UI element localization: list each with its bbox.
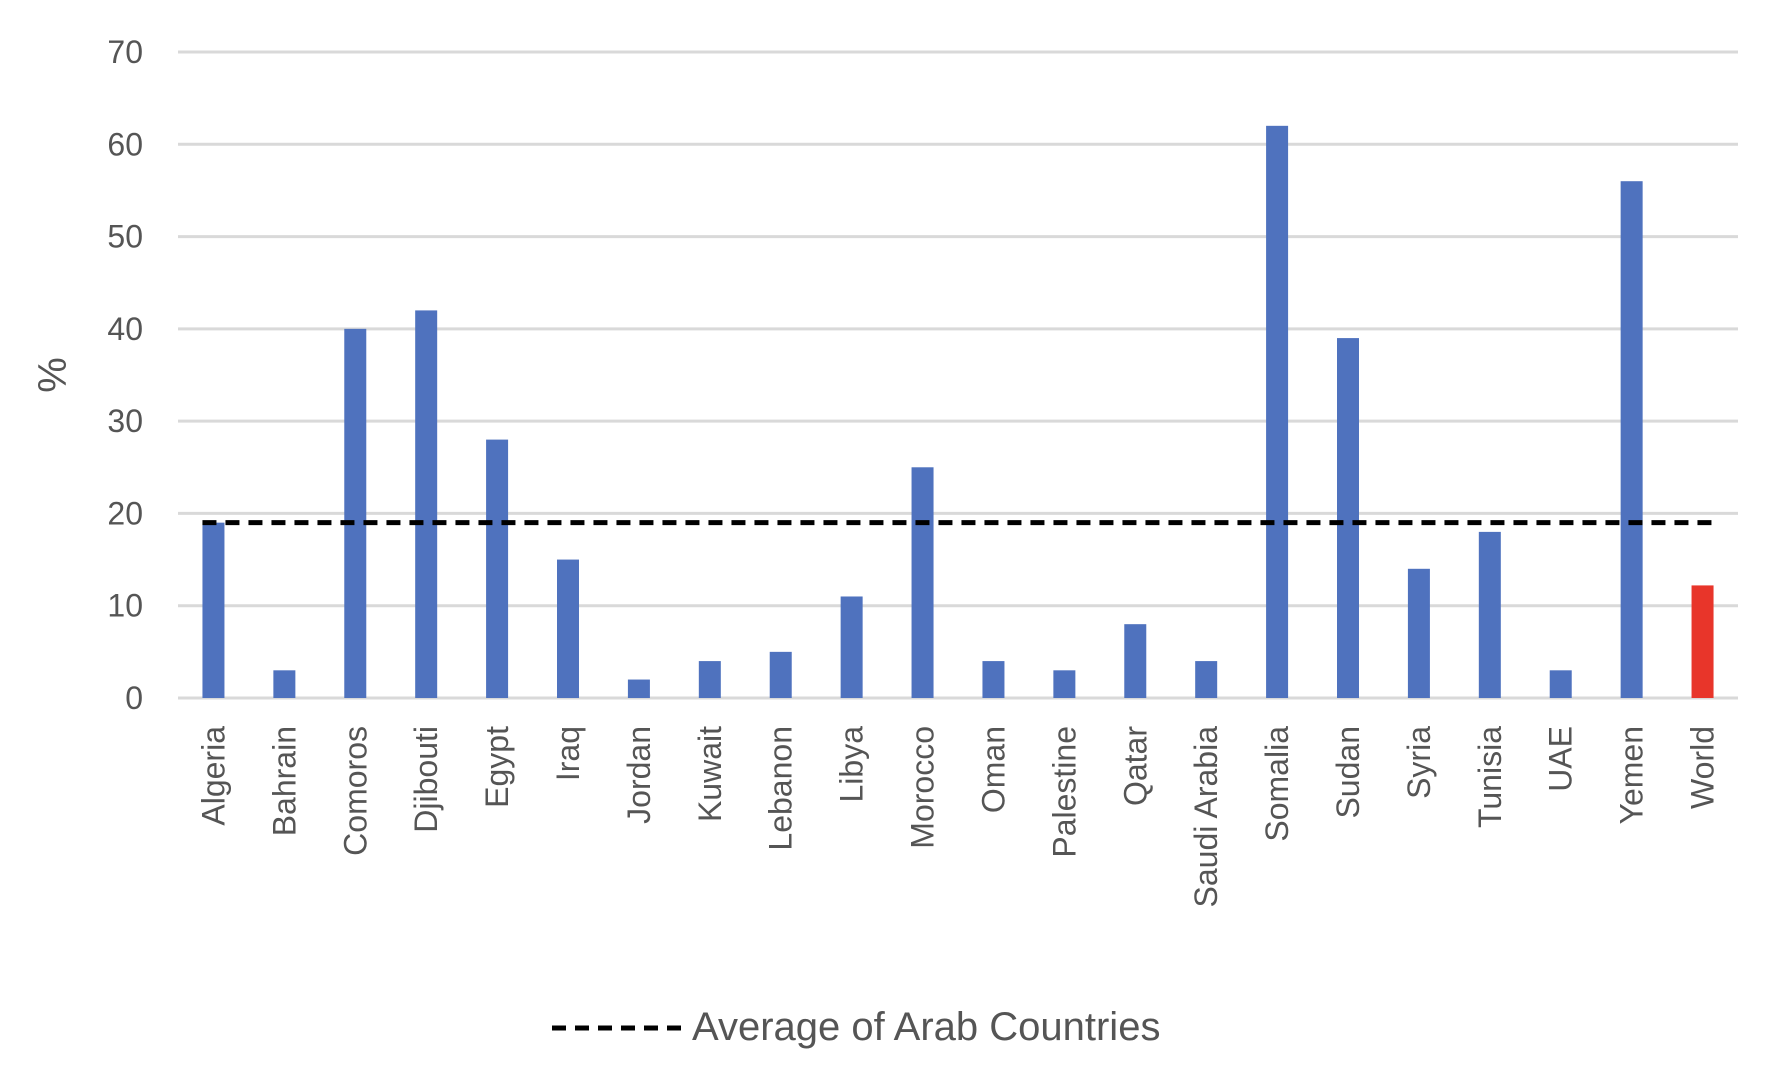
bar-oman bbox=[982, 661, 1005, 698]
bar-tunisia bbox=[1478, 531, 1501, 698]
x-tick-label: Somalia bbox=[1259, 726, 1295, 842]
x-tick-label: Tunisia bbox=[1472, 726, 1508, 828]
x-tick-label: Kuwait bbox=[692, 726, 728, 822]
gridlines bbox=[178, 50, 1738, 700]
bar-sudan bbox=[1337, 338, 1359, 698]
bar-libya bbox=[840, 596, 863, 698]
x-tick-label: Palestine bbox=[1046, 726, 1082, 858]
bar-syria bbox=[1407, 568, 1430, 698]
x-tick-label: Qatar bbox=[1117, 726, 1153, 806]
y-tick-label: 60 bbox=[107, 126, 143, 162]
bar-somalia bbox=[1266, 125, 1289, 699]
bar-world bbox=[1691, 585, 1714, 698]
bar-palestine bbox=[1053, 670, 1076, 698]
x-tick-label: Libya bbox=[834, 726, 870, 803]
x-tick-label: Sudan bbox=[1330, 726, 1366, 819]
bar-lebanon bbox=[769, 651, 792, 698]
x-axis-ticks: Algeria Bahrain Comoros Djibouti Egypt Iraq Jo… bbox=[195, 726, 1720, 908]
y-axis-ticks: 0 10 20 30 40 50 60 70 bbox=[107, 34, 143, 716]
bar-qatar bbox=[1124, 624, 1147, 698]
x-tick-label: Iraq bbox=[550, 726, 586, 781]
bar-saudi-arabia bbox=[1195, 661, 1218, 698]
x-tick-label: Oman bbox=[975, 726, 1011, 813]
x-tick-label: Lebanon bbox=[763, 726, 799, 851]
bar-jordan bbox=[627, 679, 650, 698]
bar-egypt bbox=[486, 439, 509, 698]
x-tick-label: Jordan bbox=[621, 726, 657, 824]
legend-label-average: Average of Arab Countries bbox=[692, 1005, 1160, 1049]
y-axis-label: % bbox=[31, 357, 75, 393]
x-tick-label: Egypt bbox=[479, 726, 515, 808]
x-tick-label: Bahrain bbox=[266, 726, 302, 836]
y-tick-label: 50 bbox=[107, 219, 143, 255]
bars bbox=[202, 125, 1714, 699]
bar-bahrain bbox=[273, 670, 296, 698]
bar-djibouti bbox=[415, 310, 438, 698]
y-tick-label: 40 bbox=[107, 311, 143, 347]
x-tick-label: World bbox=[1685, 726, 1721, 809]
x-tick-label: UAE bbox=[1543, 726, 1579, 792]
y-tick-label: 10 bbox=[107, 588, 143, 624]
x-tick-label: Saudi Arabia bbox=[1188, 726, 1224, 908]
x-tick-label: Algeria bbox=[195, 726, 231, 826]
bar-kuwait bbox=[698, 661, 721, 698]
bar-morocco bbox=[911, 467, 934, 698]
x-tick-label: Morocco bbox=[905, 726, 941, 849]
bar-comoros bbox=[344, 328, 367, 698]
x-tick-label: Syria bbox=[1401, 726, 1437, 799]
x-tick-label: Comoros bbox=[337, 726, 373, 856]
bar-algeria bbox=[202, 522, 225, 698]
bar-uae bbox=[1549, 670, 1572, 698]
y-tick-label: 30 bbox=[107, 403, 143, 439]
x-tick-label: Yemen bbox=[1614, 726, 1650, 824]
y-tick-label: 0 bbox=[125, 680, 143, 716]
y-tick-label: 70 bbox=[107, 34, 143, 70]
legend: Average of Arab Countries bbox=[552, 1005, 1160, 1049]
y-tick-label: 20 bbox=[107, 495, 143, 531]
x-tick-label: Djibouti bbox=[408, 726, 444, 833]
bar-yemen bbox=[1620, 181, 1643, 698]
bar-iraq bbox=[557, 559, 579, 698]
